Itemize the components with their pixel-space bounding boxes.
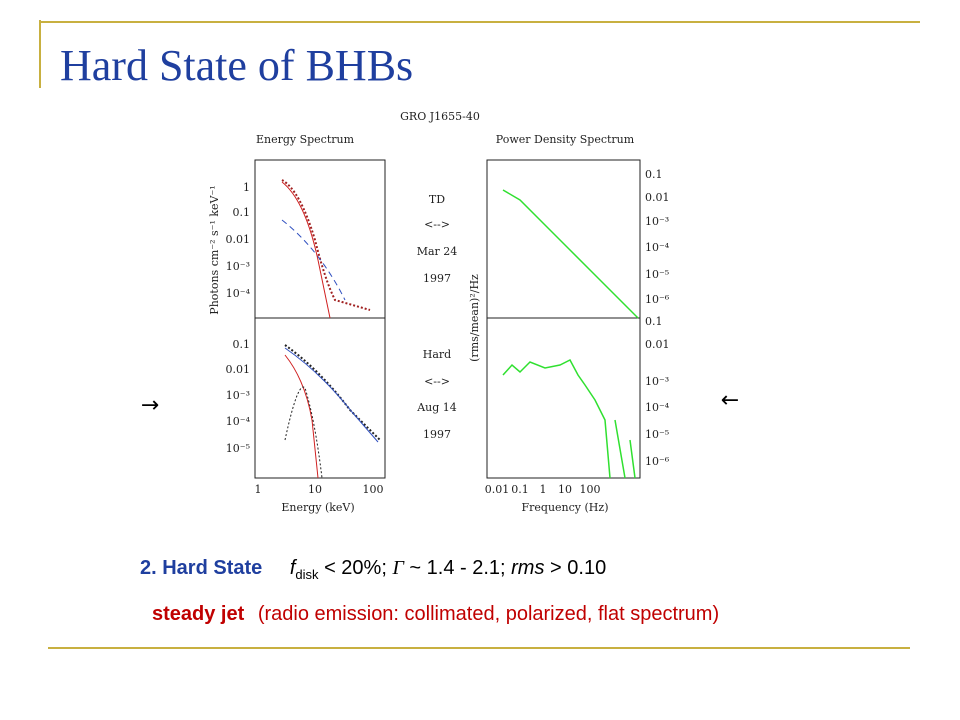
figure-source: GRO J1655-40 (400, 110, 480, 123)
lower-spectrum (284, 344, 381, 441)
state-note: 1997 (423, 428, 451, 441)
y-tick-label: 10⁻⁴ (645, 401, 670, 414)
y-tick-label: 10⁻⁶ (645, 455, 670, 468)
right-arrow: → (141, 393, 159, 418)
x-tick-label: 1 (255, 483, 262, 496)
rms-symbol: rms (511, 557, 544, 579)
state-label: 2. Hard State (140, 557, 262, 579)
upper-disk (281, 181, 331, 319)
jet-line: steady jet (radio emission: collimated, … (152, 603, 719, 625)
upper-powerlaw (281, 219, 346, 301)
slide-title: Hard State of BHBs (60, 41, 413, 90)
right-ylabel: (rms/mean)²/Hz (468, 274, 481, 362)
y-tick-label: 10⁻³ (226, 260, 250, 273)
upper-pds (502, 189, 639, 319)
lower-pds (502, 359, 636, 479)
x-tick-label: 1 (540, 483, 547, 496)
state-note: Aug 14 (416, 401, 457, 414)
y-tick-label: 0.1 (645, 315, 663, 328)
y-tick-label: 10⁻⁵ (645, 428, 669, 441)
f-symbol: f (290, 557, 298, 579)
y-tick-label: 0.1 (645, 168, 663, 181)
left-title: Energy Spectrum (256, 133, 355, 146)
state-line: 2. Hard State fdisk < 20%; Γ ~ 1.4 - 2.1… (140, 557, 606, 582)
figure: GRO J1655-40 Energy Spectrum Power Densi… (208, 110, 670, 514)
state-note: <--> (424, 375, 450, 388)
jet-label: steady jet (152, 603, 245, 625)
x-tick-label: 100 (580, 483, 601, 496)
state-note: 1997 (423, 272, 451, 285)
y-tick-label: 10⁻³ (645, 215, 669, 228)
y-tick-label: 10⁻³ (645, 375, 669, 388)
left-xlabel: Energy (keV) (281, 501, 354, 514)
y-tick-label: 10⁻⁵ (645, 268, 669, 281)
y-tick-label: 0.01 (226, 363, 251, 376)
upper-spectrum (281, 179, 371, 311)
right-xlabel: Frequency (Hz) (522, 501, 609, 514)
x-tick-label: 0.1 (511, 483, 529, 496)
state-note: Mar 24 (417, 245, 458, 258)
y-tick-label: 10⁻⁵ (226, 442, 250, 455)
x-tick-label: 0.01 (485, 483, 510, 496)
y-tick-label: 10⁻⁴ (226, 287, 251, 300)
y-tick-label: 0.01 (645, 191, 670, 204)
x-tick-label: 10 (308, 483, 322, 496)
lower-powerlaw (284, 347, 379, 443)
y-tick-label: 10⁻⁴ (226, 415, 251, 428)
left-arrow: ← (721, 388, 739, 413)
y-tick-label: 0.1 (233, 338, 251, 351)
y-tick-label: 10⁻⁴ (645, 241, 670, 254)
x-tick-label: 10 (558, 483, 572, 496)
y-tick-label: 10⁻³ (226, 389, 250, 402)
state-note: Hard (423, 348, 451, 361)
y-tick-label: 1 (243, 181, 250, 194)
lower-disk (284, 354, 319, 479)
y-tick-label: 0.01 (226, 233, 251, 246)
state-part1: < 20%; (319, 557, 393, 579)
state-part3: > 0.10 (544, 557, 606, 579)
left-frame (254, 159, 386, 479)
y-tick-label: 0.01 (645, 338, 670, 351)
left-ylabel: Photons cm⁻² s⁻¹ keV⁻¹ (208, 185, 221, 314)
right-frame (486, 159, 641, 479)
x-tick-label: 100 (363, 483, 384, 496)
y-tick-label: 10⁻⁶ (645, 293, 670, 306)
right-title: Power Density Spectrum (496, 133, 635, 146)
jet-desc: (radio emission: collimated, polarized, … (258, 603, 719, 625)
f-subscript: disk (295, 567, 319, 582)
gamma-symbol: Γ (391, 557, 405, 579)
state-part2: ~ 1.4 - 2.1; (404, 557, 511, 579)
y-tick-label: 0.1 (233, 206, 251, 219)
state-note: <--> (424, 218, 450, 231)
state-note: TD (429, 193, 445, 206)
